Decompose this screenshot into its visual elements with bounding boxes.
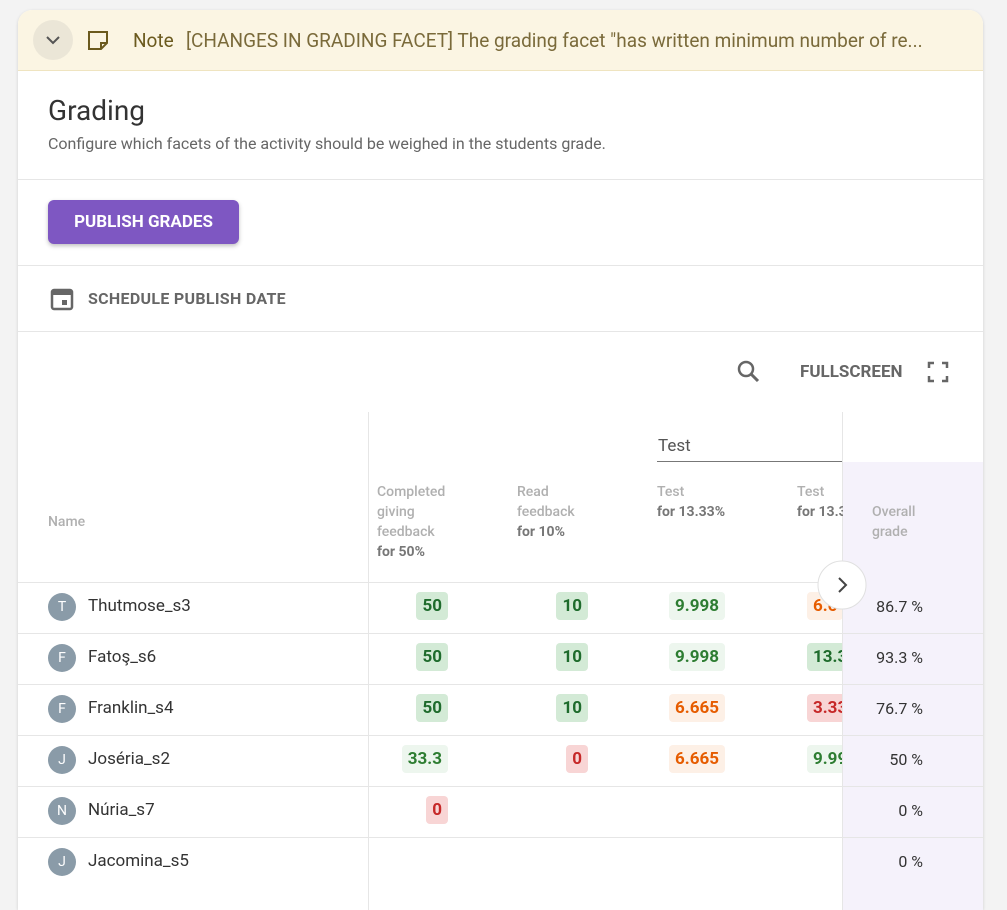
cell: 50 xyxy=(416,592,448,620)
search-icon[interactable] xyxy=(736,359,762,385)
grade-value: 33.3 xyxy=(401,745,448,773)
student-name: Franklin_s4 xyxy=(88,698,174,718)
note-banner: Note [CHANGES IN GRADING FACET] The grad… xyxy=(18,10,983,71)
avatar: T xyxy=(48,593,76,621)
student-name: Jacomina_s5 xyxy=(88,851,189,871)
grade-value: 13.3 xyxy=(807,643,842,671)
column-header: Read feedback for 10% xyxy=(517,482,627,542)
note-icon xyxy=(88,31,108,50)
fullscreen-button[interactable]: FULLSCREEN xyxy=(800,362,903,382)
cell: 9.99 xyxy=(807,745,842,773)
column-weight: for 13.33% xyxy=(657,504,726,520)
grading-card: Note [CHANGES IN GRADING FACET] The grad… xyxy=(18,10,983,910)
grade-value: 50 xyxy=(416,643,448,671)
grade-value: 50 xyxy=(416,592,448,620)
cell: 3.33 xyxy=(807,694,842,722)
publish-button[interactable]: PUBLISH GRADES xyxy=(48,200,239,244)
name-header: Name xyxy=(48,514,86,530)
cell: 6.665 xyxy=(637,694,757,722)
cell: 33.3 xyxy=(401,745,448,773)
overall-column-bg xyxy=(842,462,983,910)
cell: 0 xyxy=(426,796,448,824)
subtitle: Configure which facets of the activity s… xyxy=(48,134,606,153)
student-name: Joséria_s2 xyxy=(88,749,171,769)
column-weight: for 13.3 xyxy=(797,504,843,520)
student-name: Núria_s7 xyxy=(88,800,155,820)
column-name: Completed giving feedback xyxy=(377,484,446,540)
cell: 6.665 xyxy=(637,745,757,773)
cell: 50 xyxy=(416,694,448,722)
overall-grade: 93.3 % xyxy=(876,648,923,667)
grade-value: 0 xyxy=(566,745,588,773)
column-weight: for 50% xyxy=(377,544,425,560)
schedule-button[interactable]: SCHEDULE PUBLISH DATE xyxy=(88,289,286,308)
column-name: Read feedback xyxy=(517,484,575,520)
grade-value: 50 xyxy=(416,694,448,722)
grade-value: 10 xyxy=(556,643,588,671)
column-weight: for 10% xyxy=(517,524,565,540)
grade-value: 0 xyxy=(426,796,448,824)
column-name: Overall grade xyxy=(872,504,916,540)
calendar-icon xyxy=(50,288,74,311)
cell: 9.998 xyxy=(637,592,757,620)
column-name: Test xyxy=(657,484,685,500)
divider xyxy=(18,331,983,332)
grade-value: 10 xyxy=(556,592,588,620)
note-label: Note xyxy=(133,29,174,52)
column-border xyxy=(842,412,843,910)
column-border xyxy=(368,412,369,910)
cell: 10 xyxy=(556,643,588,671)
cell: 13.3 xyxy=(807,643,842,671)
row-divider xyxy=(18,735,983,736)
cell: 0 xyxy=(566,745,588,773)
cell: 10 xyxy=(556,694,588,722)
scroll-right-button[interactable] xyxy=(815,558,869,612)
cell: 50 xyxy=(416,643,448,671)
column-header: Test for 13.3 xyxy=(797,482,843,522)
column-header: Completed giving feedback for 50% xyxy=(377,482,487,562)
student-name: Fatoş_s6 xyxy=(88,647,157,667)
grades-table: Test Name Completed giving feedback for 5… xyxy=(18,412,983,910)
grade-value: 6.665 xyxy=(669,694,725,722)
avatar: J xyxy=(48,746,76,774)
row-divider xyxy=(18,837,983,838)
overall-grade: 50 % xyxy=(889,750,923,769)
note-text: [CHANGES IN GRADING FACET] The grading f… xyxy=(186,29,923,52)
divider xyxy=(18,265,983,266)
row-divider xyxy=(18,684,983,685)
student-name: Thutmose_s3 xyxy=(88,596,191,616)
title: Grading xyxy=(48,94,146,127)
grade-value: 10 xyxy=(556,694,588,722)
grade-value: 9.998 xyxy=(669,592,725,620)
fullscreen-icon[interactable] xyxy=(926,360,950,384)
cell: 9.998 xyxy=(637,643,757,671)
grade-value: 3.33 xyxy=(807,694,842,722)
divider xyxy=(18,179,983,180)
avatar: F xyxy=(48,695,76,723)
overall-grade: 86.7 % xyxy=(876,597,923,616)
avatar: N xyxy=(48,797,76,825)
avatar: F xyxy=(48,644,76,672)
grade-value: 9.99 xyxy=(807,745,842,773)
page: Note [CHANGES IN GRADING FACET] The grad… xyxy=(18,10,983,910)
column-header: Overall grade xyxy=(872,502,982,542)
expand-button[interactable] xyxy=(33,20,73,60)
column-header: Test for 13.33% xyxy=(657,482,767,522)
header-divider xyxy=(18,582,842,583)
grade-value: 6.665 xyxy=(669,745,725,773)
overall-grade: 0 % xyxy=(898,801,923,820)
group-header: Test xyxy=(658,436,691,456)
grade-value: 9.998 xyxy=(669,643,725,671)
overall-grade: 76.7 % xyxy=(876,699,923,718)
row-divider xyxy=(18,633,983,634)
overall-grade: 0 % xyxy=(898,852,923,871)
cell: 10 xyxy=(556,592,588,620)
row-divider xyxy=(18,786,983,787)
column-name: Test xyxy=(797,484,825,500)
avatar: J xyxy=(48,848,76,876)
group-underline xyxy=(657,461,842,462)
